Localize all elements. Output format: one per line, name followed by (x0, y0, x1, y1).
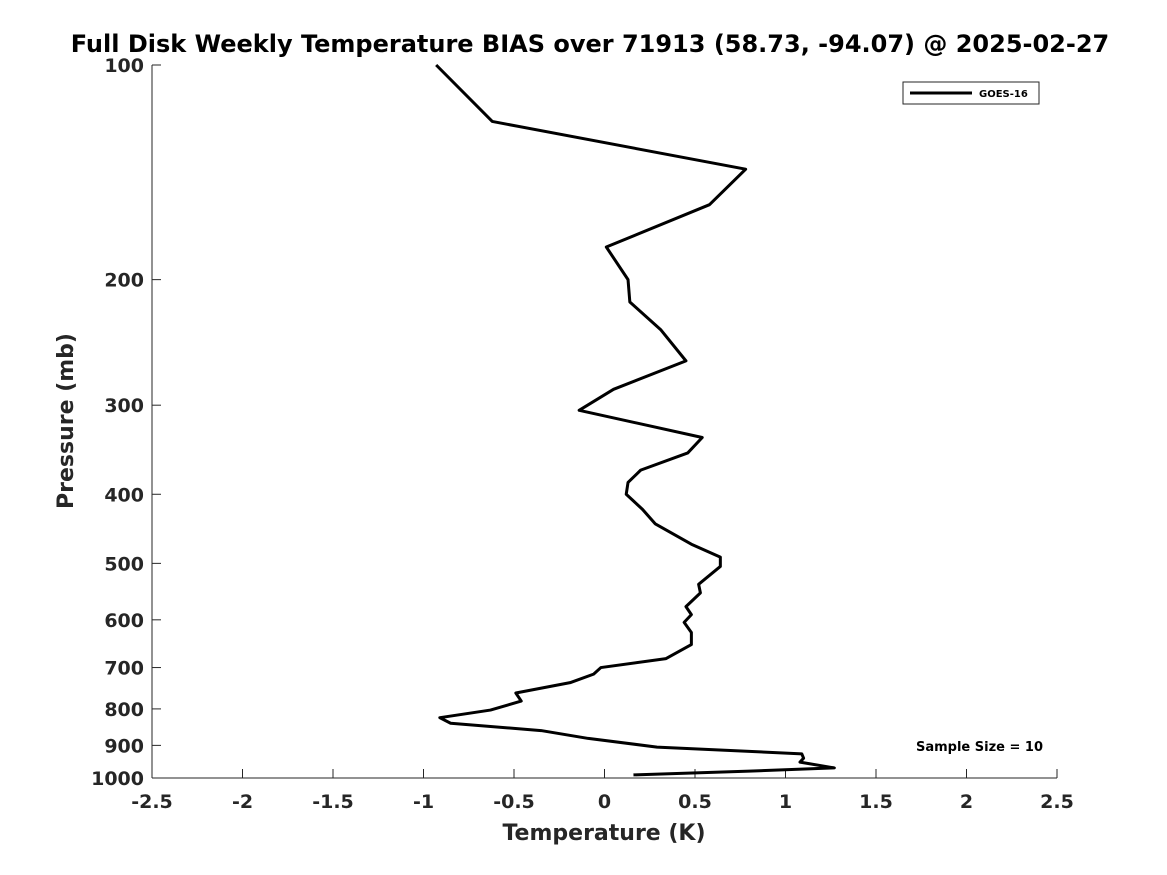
x-tick-label: -1.5 (312, 791, 354, 813)
x-tick-label: 1 (779, 791, 792, 813)
y-ticks: 100 200 300 400 500 600 700 800 900 1000 (91, 55, 161, 790)
x-ticks: -2.5 -2 -1.5 -1 -0.5 0 0.5 1 1.5 2 2.5 (131, 769, 1074, 813)
y-tick-label: 100 (104, 55, 144, 77)
x-tick-label: -0.5 (493, 791, 535, 813)
y-tick-label: 200 (104, 270, 144, 292)
y-tick-label: 500 (104, 553, 144, 575)
x-axis-label: Temperature (K) (502, 821, 705, 846)
x-tick-label: 2 (960, 791, 973, 813)
y-axis-label: Pressure (mb) (54, 333, 79, 509)
x-tick-label: 1.5 (859, 791, 893, 813)
series-line-goes-16 (435, 63, 836, 777)
legend-label-goes-16: GOES-16 (979, 89, 1028, 100)
sample-size-annotation: Sample Size = 10 (916, 740, 1043, 755)
y-tick-label: 400 (104, 484, 144, 506)
chart-title: Full Disk Weekly Temperature BIAS over 7… (71, 30, 1110, 58)
x-tick-label: -2 (232, 791, 253, 813)
x-tick-label: -1 (413, 791, 434, 813)
y-tick-label: 800 (104, 699, 144, 721)
x-tick-label: -2.5 (131, 791, 173, 813)
y-tick-label: 1000 (91, 768, 144, 790)
y-tick-label: 700 (104, 658, 144, 680)
y-tick-label: 900 (104, 735, 144, 757)
plot-area (151, 65, 1057, 779)
y-tick-label: 600 (104, 610, 144, 632)
x-tick-label: 0.5 (678, 791, 712, 813)
series-layer (435, 63, 836, 777)
x-tick-label: 0 (598, 791, 611, 813)
legend: GOES-16 (902, 81, 1040, 105)
x-tick-label: 2.5 (1040, 791, 1074, 813)
y-tick-label: 300 (104, 395, 144, 417)
